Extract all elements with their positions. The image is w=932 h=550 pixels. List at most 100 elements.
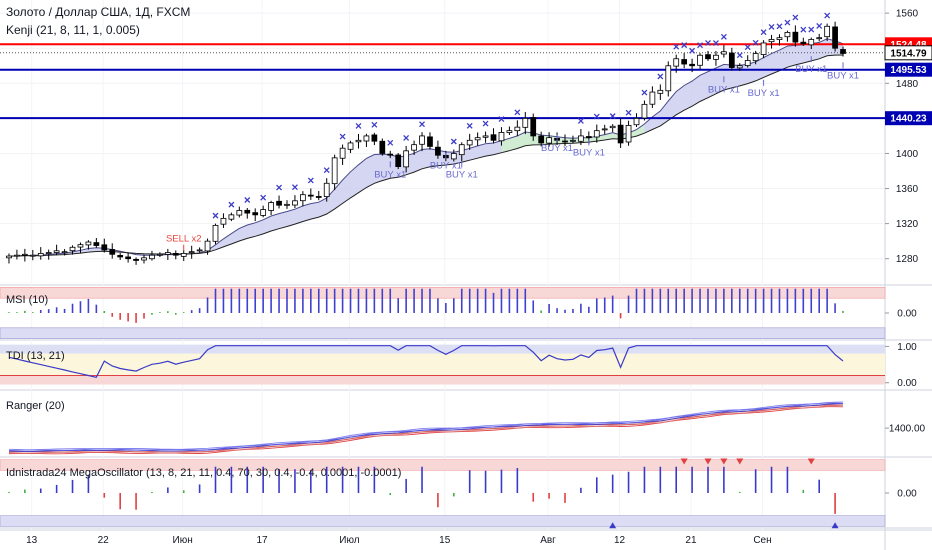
candle-body (808, 39, 815, 46)
candle-body (625, 125, 632, 143)
y-tick-label: 0.00 (897, 378, 917, 389)
candle-body (180, 253, 187, 257)
candle-body (435, 146, 441, 156)
candle-body (14, 254, 20, 257)
candle-body (220, 217, 227, 225)
x-marker (736, 52, 743, 59)
x-marker (720, 33, 727, 40)
candle-body (53, 250, 60, 253)
x-marker (760, 29, 767, 36)
tdi-line (8, 345, 844, 378)
x-marker (609, 113, 616, 120)
candle-body (403, 150, 410, 168)
tdi-mid-zone (0, 353, 885, 376)
mega-sell-triangle (807, 458, 815, 465)
x-marker (593, 113, 600, 120)
candle-body (164, 252, 171, 255)
candle-body (736, 65, 743, 69)
x-marker (768, 23, 775, 30)
candle-body (101, 244, 108, 251)
candle-body (641, 103, 648, 119)
signal-label: SELL x2 (166, 234, 202, 245)
signal-label: BUY x1 (827, 70, 859, 81)
candle-body (578, 135, 584, 142)
mega-sell-triangle (720, 458, 728, 465)
x-marker (228, 201, 235, 208)
x-marker (291, 184, 298, 191)
candle-body (689, 63, 695, 67)
x-marker (705, 39, 711, 46)
x-marker (657, 73, 664, 80)
y-tick-label: 1400 (896, 149, 919, 160)
candle-body (157, 253, 163, 256)
y-tick-label: 1360 (896, 184, 919, 195)
candle-body (133, 258, 139, 261)
candle-body (149, 254, 155, 260)
candle-body (93, 242, 100, 246)
slow-line (8, 54, 844, 257)
y-tick-label: 1560 (896, 9, 919, 20)
price-tag-box (885, 111, 932, 126)
candle-body (268, 202, 274, 211)
candle-body (355, 139, 362, 143)
candle-body (45, 252, 52, 254)
x-marker (212, 212, 219, 219)
candle-body (466, 139, 473, 146)
candle-body (284, 203, 290, 206)
candle-body (721, 51, 727, 55)
y-tick-label: 0.00 (897, 489, 917, 500)
candle-body (252, 212, 259, 216)
tdi-upper-zone (0, 344, 885, 354)
y-tick-label: 1320 (896, 219, 919, 230)
candle-body (260, 209, 267, 216)
candle-body (784, 32, 791, 38)
candle-body (379, 140, 386, 154)
x-tick-label: 12 (614, 535, 626, 546)
candle-body (395, 154, 402, 168)
candle-body (347, 142, 354, 150)
candle-body (514, 126, 521, 132)
x-marker (244, 197, 251, 203)
candle-body (792, 31, 799, 43)
price-tag-label: 1440.23 (890, 114, 927, 125)
mega-sell-triangle (680, 458, 688, 465)
candle-body (61, 251, 68, 254)
x-marker (514, 109, 521, 116)
price-tag-label: 1514.79 (890, 48, 927, 59)
candle-body (482, 135, 489, 138)
tdi-lower-zone (0, 375, 885, 385)
x-tick-label: Авг (540, 535, 556, 546)
x-tick-label: 13 (26, 535, 38, 546)
candle-body (6, 255, 12, 259)
x-marker (371, 121, 378, 128)
candle-body (419, 135, 425, 145)
candle-body (323, 182, 330, 197)
x-marker (800, 26, 807, 33)
candle-body (21, 253, 28, 256)
x-marker (673, 43, 680, 50)
x-marker (323, 167, 330, 174)
candle-body (538, 135, 545, 144)
candle-body (125, 256, 131, 260)
x-marker (808, 26, 815, 33)
candle-body (546, 137, 552, 144)
x-marker (403, 134, 410, 141)
candle-body (840, 49, 846, 54)
signal-label: BUY x1 (446, 169, 478, 180)
candle-body (300, 194, 306, 202)
price-tag-label: 1495.53 (890, 65, 927, 76)
candle-body (601, 128, 608, 131)
candle-body (585, 136, 592, 139)
x-marker (689, 47, 696, 54)
signal-label: BUY x1 (374, 169, 406, 180)
candle-body (244, 209, 251, 214)
candle-body (768, 39, 775, 43)
x-marker (752, 39, 759, 46)
x-marker (307, 177, 314, 184)
x-tick-label: Июн (173, 535, 193, 546)
y-tick-label: 1280 (896, 254, 919, 265)
megaoscillator-title: Idnistrada24 MegaOscillator (13, 8, 21, … (6, 467, 402, 479)
candle-body (744, 60, 751, 66)
